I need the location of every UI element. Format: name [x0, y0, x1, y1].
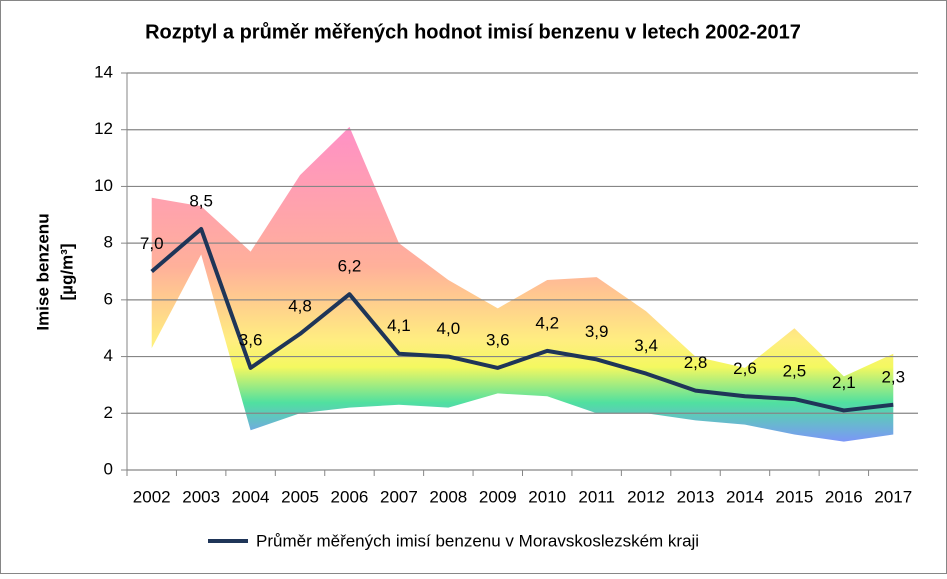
data-label: 6,2 [338, 257, 362, 276]
data-label: 3,6 [239, 330, 263, 349]
data-label: 4,2 [535, 313, 559, 332]
y-tick-label: 10 [94, 176, 113, 195]
x-tick-label: 2007 [380, 487, 418, 506]
data-label: 2,8 [684, 353, 708, 372]
y-label: Imise benzenu [33, 213, 52, 330]
x-tick-label: 2015 [775, 487, 813, 506]
y-tick-label: 2 [104, 403, 113, 422]
y-tick-label: 6 [104, 289, 113, 308]
data-label: 2,3 [881, 367, 905, 386]
data-label: 2,5 [783, 362, 807, 381]
x-tick-label: 2003 [182, 487, 220, 506]
range-area [151, 126, 894, 442]
y-tick-label: 8 [104, 233, 113, 252]
data-label: 8,5 [189, 191, 213, 210]
data-label: 2,6 [733, 359, 757, 378]
x-tick-label: 2005 [281, 487, 319, 506]
y-tick-label: 14 [94, 62, 113, 81]
x-tick-label: 2014 [726, 487, 764, 506]
y-tick-label: 4 [104, 346, 113, 365]
data-label: 3,4 [634, 336, 658, 355]
x-tick-label: 2002 [133, 487, 171, 506]
x-tick-label: 2013 [677, 487, 715, 506]
y-axis-title: Imise benzenu [µg/m³] [33, 213, 76, 330]
data-label: 4,0 [437, 319, 461, 338]
x-tick-label: 2006 [331, 487, 369, 506]
data-label: 3,9 [585, 322, 609, 341]
x-tick-label: 2016 [825, 487, 863, 506]
chart-title: Rozptyl a průměr měřených hodnot imisí b… [145, 21, 801, 43]
data-label: 3,6 [486, 330, 510, 349]
x-tick-label: 2010 [528, 487, 566, 506]
data-label: 2,1 [832, 373, 856, 392]
x-tick-label: 2012 [627, 487, 665, 506]
data-label: 7,0 [140, 234, 164, 253]
data-label: 4,1 [387, 316, 411, 335]
data-line [150, 226, 894, 413]
y-tick-label: 12 [94, 119, 113, 138]
x-tick-label: 2009 [479, 487, 517, 506]
legend-label: Průměr měřených imisí benzenu v Moravsko… [256, 531, 699, 550]
x-tick-label: 2017 [874, 487, 912, 506]
y-unit: [µg/m³] [57, 243, 76, 300]
y-tick-label: 0 [104, 459, 113, 478]
data-label: 4,8 [288, 296, 312, 315]
x-tick-label: 2004 [232, 487, 270, 506]
x-tick-label: 2008 [429, 487, 467, 506]
x-tick-label: 2011 [578, 487, 615, 506]
